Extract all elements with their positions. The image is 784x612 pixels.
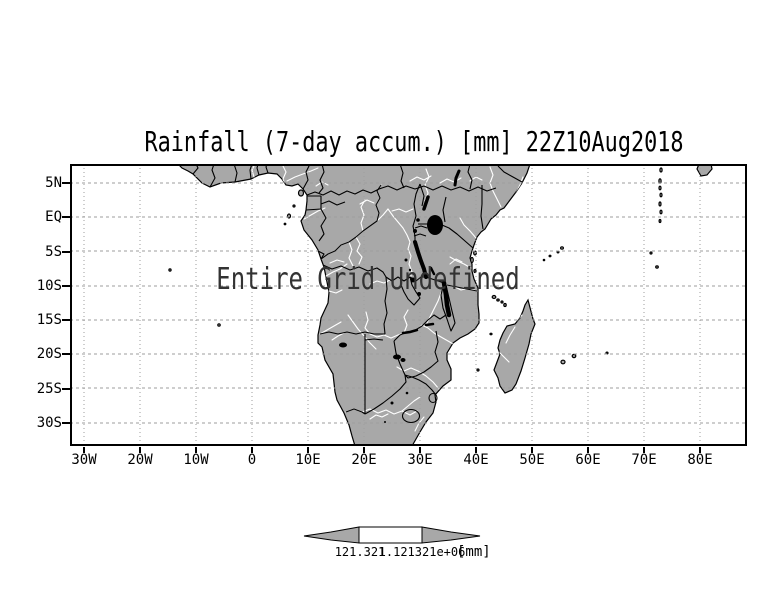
y-axis-tick (62, 353, 70, 356)
lake-victoria (427, 215, 443, 235)
colorbar (303, 526, 481, 544)
x-axis-label: 40E (463, 452, 489, 468)
x-axis-tick (475, 447, 477, 453)
colorbar-segment (358, 526, 423, 544)
x-axis-label: 20W (127, 452, 153, 468)
x-axis-tick (251, 447, 253, 453)
swaziland-border (428, 392, 438, 404)
x-axis-tick (419, 447, 421, 453)
x-axis-tick (643, 447, 645, 453)
colorbar-left-value: 121.321 (334, 545, 386, 559)
colorbar-right-arrow (421, 526, 481, 544)
x-axis-label: 20E (351, 452, 377, 468)
small-islands (168, 167, 663, 372)
y-axis-tick (62, 422, 70, 425)
x-axis-tick (307, 447, 309, 453)
x-axis-tick (195, 447, 197, 453)
y-axis-tick (62, 182, 70, 184)
country-borders (192, 164, 523, 424)
colorbar-left-arrow (303, 526, 360, 544)
x-axis-label: 80E (687, 452, 713, 468)
x-axis-tick (531, 447, 533, 453)
x-axis-label: 10E (295, 452, 321, 468)
x-axis-label: 70E (631, 452, 657, 468)
map-plot (70, 164, 747, 446)
colorbar-unit: [mm] (457, 544, 491, 560)
plot-frame (70, 164, 747, 446)
y-axis-label: 5N (45, 175, 62, 191)
x-axis-label: 30E (407, 452, 433, 468)
etosha-pan (339, 342, 347, 348)
y-axis-tick (62, 250, 70, 253)
y-axis-label: EQ (45, 209, 62, 226)
y-axis-label: 25S (36, 380, 62, 397)
lakes (339, 169, 461, 423)
x-axis-tick (83, 447, 85, 453)
makgadikgadi-pan (393, 354, 401, 360)
x-axis-label: 10W (183, 452, 209, 468)
y-axis-tick (62, 387, 70, 390)
x-axis-label: 50E (519, 452, 545, 468)
lake-kariba (401, 328, 419, 335)
y-axis-label: 15S (36, 312, 62, 329)
plot-title: Rainfall (7-day accum.) [mm] 22Z10Aug201… (144, 125, 684, 158)
graticule (70, 164, 747, 446)
y-axis-label: 5S (45, 243, 62, 260)
lake-malawi (441, 280, 452, 318)
x-axis-label: 30W (71, 452, 97, 468)
y-axis-label: 30S (36, 415, 62, 432)
x-axis-label: 0 (247, 452, 257, 468)
x-axis-tick (363, 447, 365, 453)
landmasses (168, 164, 713, 446)
y-axis-label: 10S (36, 277, 62, 294)
x-axis-tick (587, 447, 589, 453)
colorbar-right-value: 1.121321e+06 (378, 545, 466, 559)
lake-tanganyika (413, 240, 428, 279)
lake-turkana (453, 169, 461, 187)
y-axis-label: 20S (36, 346, 62, 363)
x-axis-label: 60E (575, 452, 601, 468)
y-axis-tick (62, 284, 70, 287)
y-axis-tick (62, 319, 70, 322)
y-axis-tick (62, 216, 70, 219)
lesotho-border (401, 408, 421, 424)
x-axis-tick (699, 447, 701, 453)
x-axis-tick (139, 447, 141, 453)
undefined-grid-message: Entire Grid Undefined (216, 262, 520, 297)
